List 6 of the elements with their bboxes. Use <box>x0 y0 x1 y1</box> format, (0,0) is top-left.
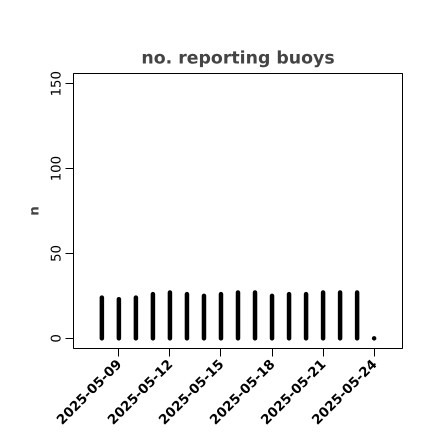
y-tick-label: 0 <box>50 334 64 343</box>
y-tick-label: 50 <box>50 244 64 262</box>
y-tick-label: 150 <box>50 70 64 96</box>
chart-title: no. reporting buoys <box>141 48 335 68</box>
y-tick-label: 100 <box>50 156 64 182</box>
y-axis-title: n <box>28 206 42 216</box>
